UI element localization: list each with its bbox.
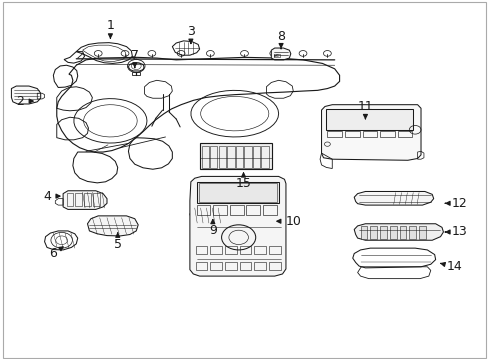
Bar: [418, 226, 425, 239]
Text: 2: 2: [16, 95, 33, 108]
Bar: [362, 131, 376, 137]
Bar: [84, 193, 91, 206]
Bar: [379, 131, 394, 137]
Text: 6: 6: [49, 247, 63, 260]
Text: 3: 3: [186, 25, 194, 44]
Bar: [268, 262, 280, 270]
Polygon shape: [87, 216, 138, 236]
Bar: [196, 205, 210, 215]
Bar: [344, 131, 359, 137]
Bar: [246, 205, 260, 215]
Bar: [263, 205, 276, 215]
Polygon shape: [63, 191, 107, 210]
Bar: [239, 262, 251, 270]
Polygon shape: [271, 48, 290, 60]
Text: 9: 9: [208, 220, 216, 237]
Text: 10: 10: [276, 215, 301, 228]
Bar: [196, 182, 278, 203]
Bar: [198, 183, 276, 202]
Bar: [399, 226, 406, 239]
Bar: [229, 205, 243, 215]
Bar: [224, 262, 236, 270]
Bar: [93, 193, 100, 206]
Bar: [244, 146, 251, 168]
Text: 12: 12: [445, 197, 466, 210]
Polygon shape: [189, 176, 285, 276]
Polygon shape: [353, 224, 443, 240]
Text: 5: 5: [114, 233, 122, 251]
Polygon shape: [353, 192, 433, 205]
Bar: [252, 146, 260, 168]
Bar: [66, 193, 73, 206]
Bar: [261, 146, 268, 168]
Bar: [379, 226, 386, 239]
Bar: [327, 131, 341, 137]
Text: 1: 1: [106, 19, 114, 38]
Text: 8: 8: [277, 30, 285, 49]
Text: 7: 7: [130, 49, 139, 67]
Bar: [195, 262, 207, 270]
Bar: [254, 246, 265, 253]
Text: 14: 14: [440, 260, 461, 273]
Bar: [235, 146, 243, 168]
Bar: [201, 146, 208, 168]
Bar: [210, 146, 217, 168]
Text: 13: 13: [445, 225, 466, 238]
Text: c: c: [276, 53, 279, 58]
Bar: [195, 246, 207, 253]
Polygon shape: [11, 86, 41, 104]
Bar: [360, 226, 366, 239]
Text: 15: 15: [235, 173, 251, 190]
Bar: [227, 146, 234, 168]
Bar: [210, 262, 222, 270]
Bar: [218, 146, 225, 168]
Bar: [213, 205, 226, 215]
Bar: [397, 131, 411, 137]
Bar: [199, 143, 271, 169]
Bar: [239, 246, 251, 253]
Bar: [326, 109, 412, 130]
Bar: [369, 226, 376, 239]
Bar: [389, 226, 396, 239]
Bar: [408, 226, 415, 239]
Bar: [224, 246, 236, 253]
Bar: [75, 193, 82, 206]
Polygon shape: [321, 105, 420, 160]
Text: 4: 4: [43, 190, 60, 203]
Bar: [210, 246, 222, 253]
Bar: [254, 262, 265, 270]
Bar: [268, 246, 280, 253]
Bar: [274, 54, 279, 57]
Text: 11: 11: [357, 100, 372, 119]
